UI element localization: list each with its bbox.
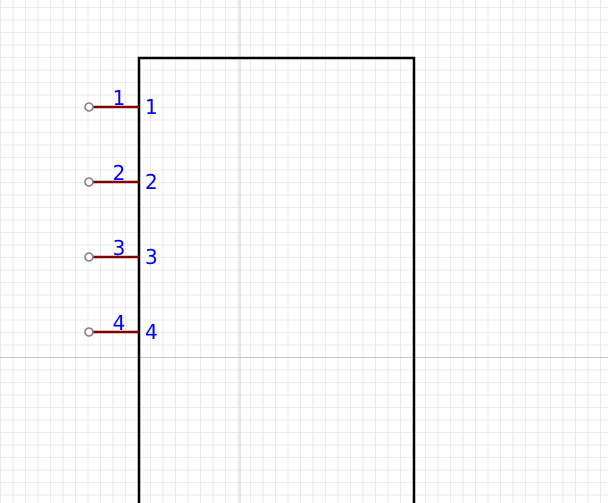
pin-2[interactable]: 2 2: [84, 161, 158, 194]
pin-name-label: 4: [145, 320, 158, 344]
pin-endpoint-circle[interactable]: [84, 102, 94, 112]
pin-endpoint-circle[interactable]: [84, 252, 94, 262]
pin-name-label: 1: [145, 95, 158, 119]
pin-1[interactable]: 1 1: [84, 86, 158, 119]
pin-name-label: 3: [145, 245, 158, 269]
pin-4[interactable]: 4 4: [84, 311, 158, 344]
pin-3[interactable]: 3 3: [84, 236, 158, 269]
pin-number-label: 3: [113, 236, 126, 260]
pin-number-label: 1: [113, 86, 126, 110]
pin-endpoint-circle[interactable]: [84, 177, 94, 187]
pin-number-label: 2: [113, 161, 126, 185]
pin-name-label: 2: [145, 170, 158, 194]
symbol-body-outline[interactable]: [137, 56, 416, 503]
pin-endpoint-circle[interactable]: [84, 327, 94, 337]
pin-number-label: 4: [113, 311, 126, 335]
